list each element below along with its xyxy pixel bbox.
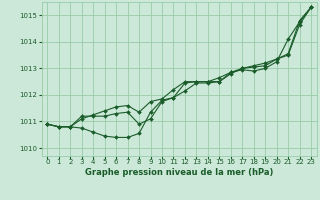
X-axis label: Graphe pression niveau de la mer (hPa): Graphe pression niveau de la mer (hPa) bbox=[85, 168, 273, 177]
